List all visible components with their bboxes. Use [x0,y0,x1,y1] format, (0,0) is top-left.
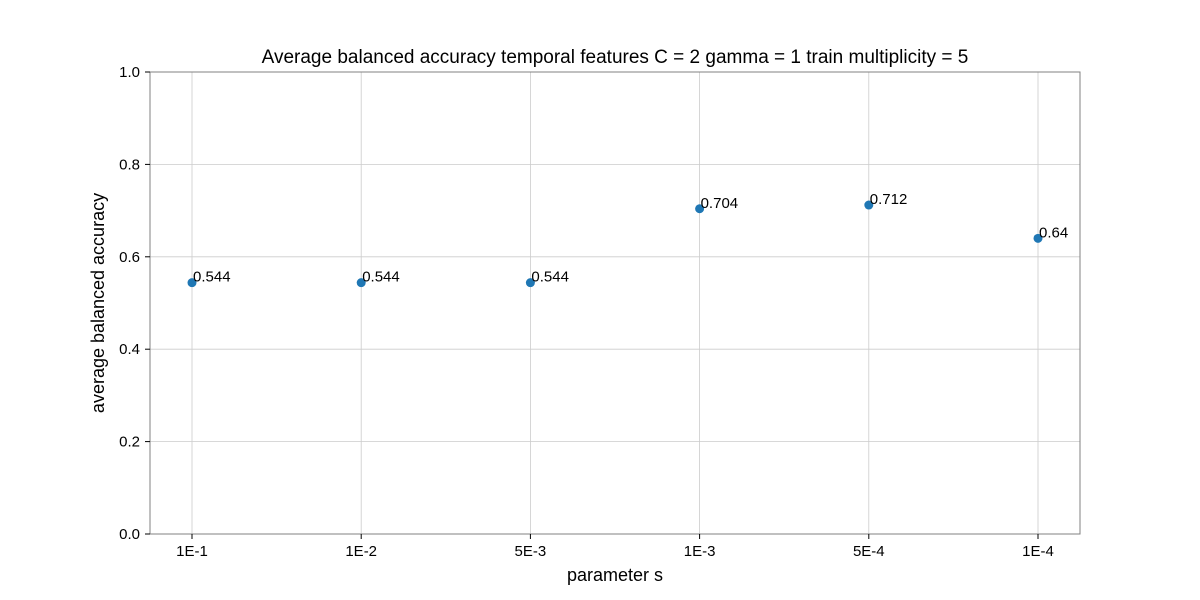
x-tick-label: 1E-3 [684,543,716,560]
y-axis: 0.0 0.2 0.4 0.6 0.8 1.0 [119,64,150,543]
y-axis-label: average balanced accuracy [88,193,108,413]
y-tick-label: 0.6 [119,249,140,266]
data-label: 0.712 [870,191,908,208]
x-tick-label: 1E-1 [176,543,208,560]
x-tick-label: 1E-2 [345,543,377,560]
data-points [187,200,1043,288]
y-tick-label: 1.0 [119,64,140,81]
plot-frame [149,71,1081,535]
y-tick-label: 0.4 [119,341,140,358]
data-label: 0.544 [193,269,231,286]
data-point [1033,233,1043,243]
data-point [356,278,366,288]
y-tick-label: 0.0 [119,526,140,543]
data-label: 0.64 [1039,224,1068,241]
chart-title: Average balanced accuracy temporal featu… [262,47,969,68]
y-tick-label: 0.8 [119,156,140,173]
data-point [695,204,705,214]
data-point [864,200,874,210]
x-tick-label: 5E-4 [853,543,885,560]
x-tick-label: 1E-4 [1022,543,1054,560]
x-axis-label: parameter s [567,565,663,585]
x-tick-label: 5E-3 [515,543,547,560]
data-label: 0.544 [362,269,400,286]
data-label: 0.544 [531,269,569,286]
data-label: 0.704 [701,195,739,212]
data-labels: 0.544 0.544 0.544 0.704 0.712 0.64 [193,191,1068,286]
data-point [187,278,197,288]
x-axis: 1E-1 1E-2 5E-3 1E-3 5E-4 1E-4 [176,534,1054,560]
data-point [525,278,535,288]
y-tick-label: 0.2 [119,434,140,451]
grid [150,71,1080,535]
